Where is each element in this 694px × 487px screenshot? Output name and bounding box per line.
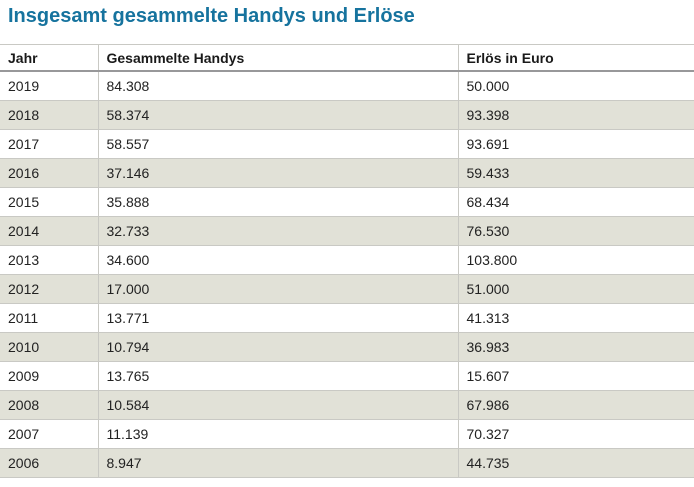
column-header-gesammelte-handys: Gesammelte Handys (97, 44, 458, 72)
year-cell: 2009 (0, 361, 98, 391)
page-title: Insgesamt gesammelte Handys und Erlöse (8, 5, 415, 27)
erloes-cell: 68.434 (457, 187, 694, 217)
table-row: 2013 34.600 103.800 (0, 245, 694, 275)
table-header: Jahr Gesammelte Handys Erlös in Euro (0, 44, 694, 72)
erloes-cell: 76.530 (457, 216, 694, 246)
handys-cell: 11.139 (97, 419, 458, 449)
year-cell: 2011 (0, 303, 98, 333)
year-cell: 2010 (0, 332, 98, 362)
handys-cell: 13.771 (97, 303, 458, 333)
table-row: 2011 13.771 41.313 (0, 303, 694, 333)
erloes-cell: 41.313 (457, 303, 694, 333)
year-cell: 2008 (0, 390, 98, 420)
year-cell: 2006 (0, 448, 98, 478)
year-cell: 2019 (8, 78, 40, 94)
handys-cell: 17.000 (97, 274, 458, 304)
erloes-cell: 50.000 (457, 71, 694, 101)
erloes-cell: 59.433 (457, 158, 694, 188)
erloes-cell: 93.398 (457, 100, 694, 130)
erloes-cell: 103.800 (457, 245, 694, 275)
year-cell: 2014 (0, 216, 98, 246)
handys-cell: 10.794 (97, 332, 458, 362)
table-row: 2019 84.308 50.000 (0, 71, 694, 101)
table-row: 2012 17.000 51.000 (0, 274, 694, 304)
column-header-jahr: Jahr (0, 44, 98, 72)
handys-erloese-table: Jahr Gesammelte Handys Erlös in Euro 201… (0, 44, 694, 478)
year-cell: 2012 (0, 274, 98, 304)
year-cell: 2007 (0, 419, 98, 449)
handys-cell: 34.600 (97, 245, 458, 275)
handys-cell: 35.888 (97, 187, 458, 217)
table-body: 2019 84.308 50.000 2018 58.374 93.398 2017 58.5… (0, 71, 694, 478)
handys-cell: 58.374 (97, 100, 458, 130)
year-cell: 2013 (0, 245, 98, 275)
table-row: 2017 58.557 93.691 (0, 129, 694, 159)
erloes-cell: 67.986 (457, 390, 694, 420)
table-row: 2008 10.584 67.986 (0, 390, 694, 420)
erloes-cell: 44.735 (457, 448, 694, 478)
table-header-row: Jahr Gesammelte Handys Erlös in Euro (0, 44, 694, 72)
erloes-cell: 70.327 (457, 419, 694, 449)
table-row: 2007 11.139 70.327 (0, 419, 694, 449)
handys-cell: 84.308 (97, 71, 458, 101)
handys-cell: 13.765 (97, 361, 458, 391)
table-row: 2014 32.733 76.530 (0, 216, 694, 246)
handys-cell: 8.947 (97, 448, 458, 478)
year-cell: 2017 (0, 129, 98, 159)
table-row: 2010 10.794 36.983 (0, 332, 694, 362)
erloes-cell: 93.691 (457, 129, 694, 159)
handys-cell: 32.733 (97, 216, 458, 246)
table-row: 2016 37.146 59.433 (0, 158, 694, 188)
handys-cell: 58.557 (97, 129, 458, 159)
year-cell: 2015 (0, 187, 98, 217)
table-row: 2015 35.888 68.434 (0, 187, 694, 217)
erloes-cell: 51.000 (457, 274, 694, 304)
erloes-cell: 15.607 (457, 361, 694, 391)
year-cell: 2016 (0, 158, 98, 188)
column-header-erloes-in-euro: Erlös in Euro (457, 44, 694, 72)
table-row: 2018 58.374 93.398 (0, 100, 694, 130)
handys-cell: 37.146 (97, 158, 458, 188)
table-row: 2006 8.947 44.735 (0, 448, 694, 478)
table-row: 2009 13.765 15.607 (0, 361, 694, 391)
erloes-cell: 36.983 (457, 332, 694, 362)
handys-cell: 10.584 (97, 390, 458, 420)
year-cell: 2018 (0, 100, 98, 130)
